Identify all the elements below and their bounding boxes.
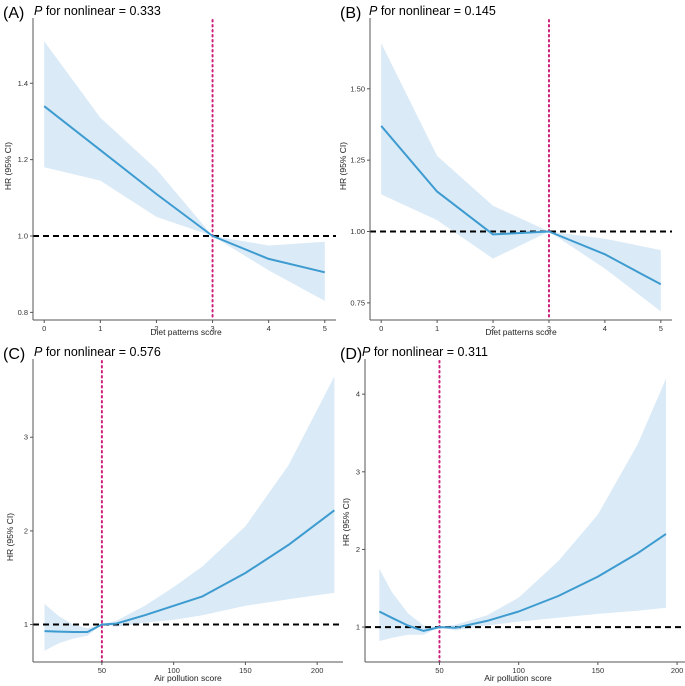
panel-c-x-tick-label: 100 (167, 666, 180, 675)
panel-c-y-tick-label: 3 (24, 433, 28, 442)
panel-b-x-tick-label: 4 (603, 324, 607, 333)
panel-b-title-text: for nonlinear = 0.145 (377, 4, 496, 18)
panel-c-x-axis-label: Air pollution score (154, 673, 222, 683)
panel-c-title: P for nonlinear = 0.576 (34, 345, 161, 359)
panel-d-x-tick-label: 50 (435, 666, 443, 675)
panel-a-x-tick-label: 3 (210, 324, 214, 333)
panel-c-y-tick-label: 2 (24, 526, 28, 535)
panel-c-y-tick-label: 1 (24, 620, 28, 629)
panel-d-y-axis-label: HR (95% CI) (341, 498, 351, 546)
panel-d-x-tick-label: 200 (671, 666, 684, 675)
panel-b-y-axis-label: HR (95% CI) (338, 142, 348, 190)
panel-b-x-tick-label: 5 (659, 324, 663, 333)
panel-a-y-tick-label: 1.2 (18, 155, 28, 164)
panel-c: (C) P for nonlinear = 0.576 Air pollutio… (3, 345, 343, 683)
panel-b: (B) P for nonlinear = 0.145 Diet pattern… (338, 4, 672, 337)
panel-c-title-p: P (34, 345, 43, 359)
panel-b-x-tick-label: 1 (435, 324, 439, 333)
panel-b-x-axis-label: Diet patterns score (485, 327, 557, 337)
panel-c-label: (C) (3, 346, 25, 363)
panel-c-confidence-band (44, 376, 335, 651)
panel-a: (A) P for nonlinear = 0.333 Diet pattern… (3, 4, 336, 337)
panel-a-y-axis-label: HR (95% CI) (3, 142, 13, 190)
panel-a-x-tick-label: 4 (267, 324, 271, 333)
panel-a-title-text: for nonlinear = 0.333 (42, 4, 161, 18)
panel-a-x-tick-label: 0 (42, 324, 46, 333)
panel-c-x-tick-label: 50 (98, 666, 106, 675)
panel-a-title: P for nonlinear = 0.333 (34, 4, 161, 18)
panel-d-y-tick-label: 2 (356, 545, 360, 554)
panel-c-x-tick-label: 200 (311, 666, 324, 675)
panel-a-x-tick-label: 5 (323, 324, 327, 333)
panel-a-title-p: P (34, 4, 43, 18)
panel-b-title-p: P (369, 4, 378, 18)
panel-b-y-tick-label: 1.25 (350, 156, 365, 165)
panel-d-y-tick-label: 1 (356, 623, 360, 632)
panel-a-x-tick-label: 1 (98, 324, 102, 333)
panel-c-x-tick-label: 150 (239, 666, 252, 675)
panel-d-hr-line (378, 533, 667, 632)
panel-d-title: P for nonlinear = 0.311 (362, 345, 488, 359)
panel-a-x-tick-label: 2 (154, 324, 158, 333)
panel-b-hr-line (380, 125, 662, 286)
panel-b-x-tick-label: 3 (547, 324, 551, 333)
panel-a-label: (A) (3, 5, 24, 22)
panel-d-x-tick-label: 150 (592, 666, 605, 675)
panel-a-y-tick-label: 0.8 (18, 308, 28, 317)
panel-c-y-axis-label: HR (95% CI) (5, 513, 15, 561)
panel-b-y-tick-label: 1.50 (350, 84, 365, 93)
panel-d: (D) P for nonlinear = 0.311 Air pollutio… (340, 345, 685, 683)
panel-b-title: P for nonlinear = 0.145 (369, 4, 496, 18)
panel-a-hr-line (43, 105, 326, 274)
panel-c-title-text: for nonlinear = 0.576 (42, 345, 161, 359)
panel-b-label: (B) (340, 5, 361, 22)
panel-d-y-tick-label: 4 (356, 390, 360, 399)
panel-b-x-tick-label: 0 (379, 324, 383, 333)
panel-b-y-tick-label: 1.00 (350, 227, 365, 236)
panel-d-label: (D) (340, 346, 362, 363)
panel-d-title-text: for nonlinear = 0.311 (370, 345, 488, 359)
panel-a-x-axis-label: Diet patterns score (150, 327, 222, 337)
panel-a-y-tick-label: 1.4 (18, 79, 28, 88)
panel-a-y-tick-label: 1.0 (18, 232, 28, 241)
panel-b-y-tick-label: 0.75 (350, 298, 365, 307)
panel-d-x-tick-label: 100 (512, 666, 525, 675)
panel-d-confidence-band (379, 378, 666, 641)
panel-d-y-tick-label: 3 (356, 467, 360, 476)
panel-c-hr-line (44, 509, 336, 633)
panel-b-confidence-band (381, 43, 661, 312)
panel-b-x-tick-label: 2 (491, 324, 495, 333)
panel-a-confidence-band (44, 41, 325, 301)
panel-d-x-axis-label: Air pollution score (484, 673, 552, 683)
panel-d-title-p: P (362, 345, 371, 359)
